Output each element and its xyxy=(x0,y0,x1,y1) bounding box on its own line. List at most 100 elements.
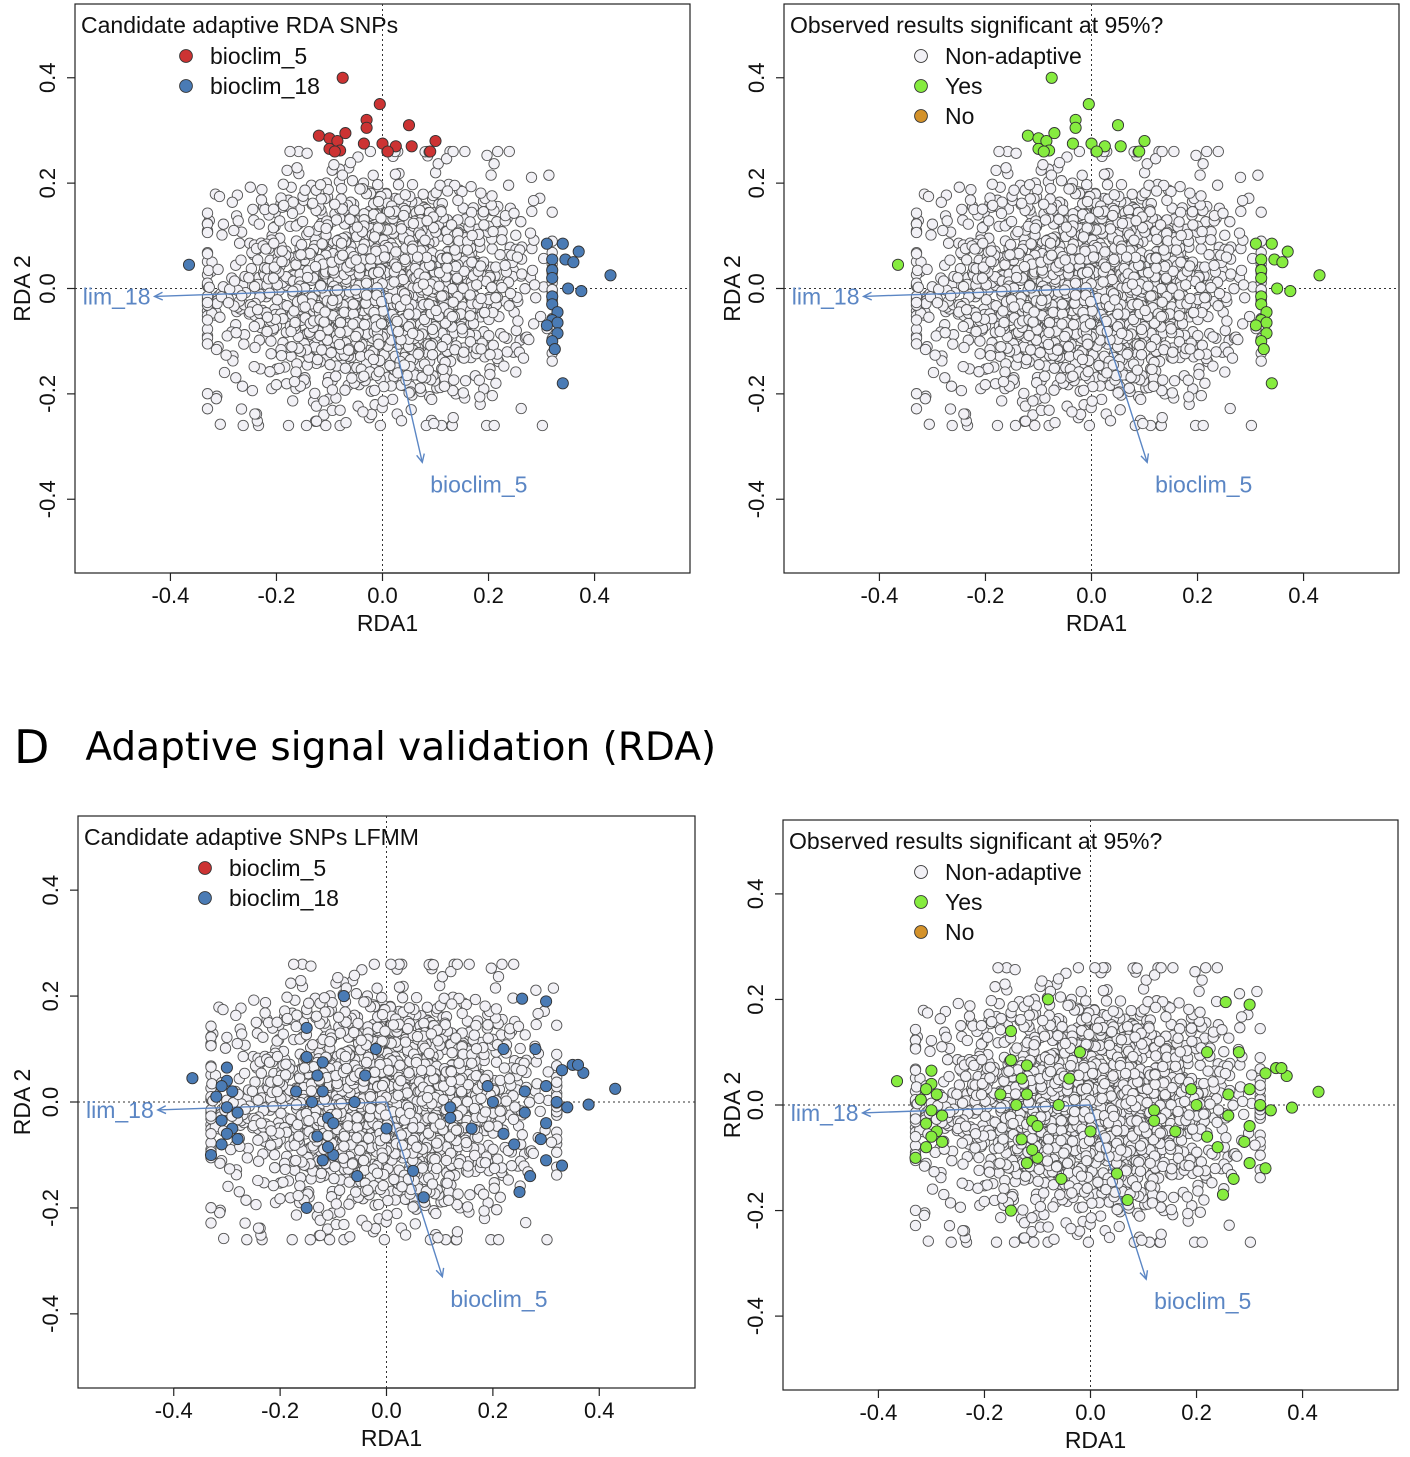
background-point xyxy=(325,347,337,359)
background-point xyxy=(1049,416,1061,429)
background-point xyxy=(508,207,520,219)
background-point xyxy=(350,254,362,266)
background-point xyxy=(231,1037,243,1050)
background-point xyxy=(449,244,461,256)
background-point xyxy=(236,380,249,392)
y-tick-label: -0.2 xyxy=(744,375,769,413)
data-point xyxy=(1276,256,1289,269)
background-point xyxy=(214,418,226,430)
background-point xyxy=(1104,223,1117,235)
background-point xyxy=(1150,262,1162,274)
data-point xyxy=(1255,271,1268,285)
background-point xyxy=(442,233,454,246)
scatter-plot: -0.4 -0.2 0.0 0.2 0.4-0.4-0.20.00.20.4RDA1RD… xyxy=(719,3,1400,636)
background-point xyxy=(339,384,351,396)
background-point xyxy=(911,264,924,277)
background-point xyxy=(990,164,1002,177)
legend-marker xyxy=(914,109,928,123)
background-point xyxy=(546,206,558,218)
background-point xyxy=(1123,204,1135,216)
background-point xyxy=(910,207,923,219)
background-point xyxy=(1168,145,1180,158)
background-point xyxy=(962,218,974,230)
background-point xyxy=(221,1031,233,1044)
background-point xyxy=(205,1128,217,1140)
background-point xyxy=(357,406,369,418)
background-point xyxy=(470,1019,482,1032)
background-point xyxy=(969,243,981,255)
background-point xyxy=(1157,374,1169,386)
background-point xyxy=(466,229,478,242)
data-point xyxy=(1284,285,1297,298)
background-point xyxy=(237,419,249,432)
background-point xyxy=(484,368,496,381)
background-point xyxy=(268,237,280,249)
data-point xyxy=(339,127,352,140)
background-point xyxy=(469,993,482,1006)
background-point xyxy=(436,290,448,302)
background-point xyxy=(1000,162,1012,174)
background-point xyxy=(228,275,241,287)
background-point xyxy=(910,314,923,326)
background-point xyxy=(409,1218,421,1230)
background-point xyxy=(1016,197,1028,209)
background-point xyxy=(1081,266,1094,278)
background-point xyxy=(1210,346,1222,358)
background-point xyxy=(478,219,490,231)
background-point xyxy=(1205,281,1217,294)
background-point xyxy=(1023,329,1035,342)
background-point xyxy=(248,360,260,373)
background-point xyxy=(417,188,429,200)
background-point xyxy=(1225,268,1237,280)
background-point xyxy=(391,1207,403,1220)
background-point xyxy=(411,251,424,263)
background-point xyxy=(1055,372,1067,384)
background-point xyxy=(1109,294,1121,306)
scatter-panel-bottom-left: -0.4 -0.2 0.0 0.2 0.4 -0.4 -0.2 0.0 0.2 0.4 RDA1 RD… xyxy=(0,810,705,1457)
background-point xyxy=(1173,289,1185,301)
background-point xyxy=(441,252,453,264)
background-point xyxy=(378,1234,391,1246)
background-point xyxy=(910,403,923,415)
background-point xyxy=(398,359,410,371)
background-point xyxy=(288,375,301,388)
background-point xyxy=(1115,178,1128,191)
background-point xyxy=(243,272,255,284)
data-point xyxy=(546,271,559,285)
background-point xyxy=(525,171,538,184)
background-point xyxy=(214,1157,226,1169)
background-point xyxy=(1093,359,1105,372)
background-point xyxy=(290,366,302,378)
series-bioclim-5 xyxy=(312,71,442,158)
background-point xyxy=(267,1179,280,1192)
background-point xyxy=(984,349,997,362)
background-point xyxy=(503,145,515,158)
background-point xyxy=(241,1152,253,1164)
background-point xyxy=(523,1096,536,1108)
background-point xyxy=(282,419,295,432)
background-point xyxy=(510,324,522,337)
background-point xyxy=(426,323,439,336)
background-point xyxy=(976,272,989,284)
background-point xyxy=(486,389,498,402)
background-point xyxy=(1174,180,1186,193)
arrow-bioclim-5 xyxy=(1090,288,1148,463)
data-point xyxy=(1069,121,1082,134)
arrow-label-bioclim-18: lim_18 xyxy=(83,283,151,309)
background-point xyxy=(910,296,923,309)
background-point xyxy=(1043,317,1056,329)
background-point xyxy=(311,353,324,366)
background-point xyxy=(452,194,464,207)
background-point xyxy=(1155,310,1167,323)
background-point xyxy=(358,370,370,382)
background-point xyxy=(1023,179,1036,191)
background-point xyxy=(1219,366,1231,378)
background-point xyxy=(228,224,240,237)
background-point xyxy=(287,196,299,208)
background-point xyxy=(348,204,360,216)
background-point xyxy=(299,184,311,196)
background-point xyxy=(1173,310,1185,322)
background-point xyxy=(367,353,380,366)
background-point xyxy=(1056,298,1068,310)
background-point xyxy=(451,272,463,284)
